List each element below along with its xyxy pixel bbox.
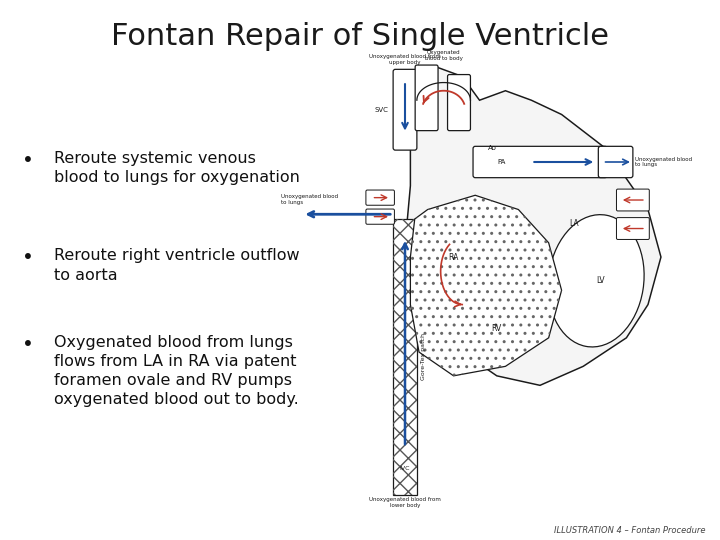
FancyBboxPatch shape: [366, 209, 395, 224]
Polygon shape: [406, 67, 661, 386]
Text: •: •: [22, 335, 33, 354]
Text: Unoxygenated blood from
upper body: Unoxygenated blood from upper body: [369, 54, 441, 65]
Bar: [393, 219, 417, 495]
FancyBboxPatch shape: [448, 75, 470, 131]
Text: Unoxygenated blood
to lungs: Unoxygenated blood to lungs: [635, 157, 692, 167]
Text: LA: LA: [570, 219, 580, 228]
Text: Unoxygenated blood
to lungs: Unoxygenated blood to lungs: [281, 194, 338, 205]
Text: RA: RA: [449, 253, 459, 261]
Text: Fontan Repair of Single Ventricle: Fontan Repair of Single Ventricle: [111, 22, 609, 51]
FancyBboxPatch shape: [393, 69, 417, 150]
Text: ILLUSTRATION 4 – Fontan Procedure: ILLUSTRATION 4 – Fontan Procedure: [554, 525, 706, 535]
FancyBboxPatch shape: [473, 146, 607, 178]
FancyBboxPatch shape: [616, 189, 649, 211]
FancyBboxPatch shape: [366, 190, 395, 205]
FancyBboxPatch shape: [616, 218, 649, 239]
Ellipse shape: [548, 215, 644, 347]
FancyBboxPatch shape: [598, 146, 633, 178]
Text: SVC: SVC: [375, 107, 389, 113]
Text: •: •: [22, 248, 33, 267]
Text: Reroute right ventricle outflow
to aorta: Reroute right ventricle outflow to aorta: [54, 248, 300, 282]
Text: IVC: IVC: [400, 466, 410, 471]
Text: Ao: Ao: [488, 145, 497, 151]
Text: PA: PA: [497, 159, 505, 165]
Text: Unoxygenated blood from
lower body: Unoxygenated blood from lower body: [369, 497, 441, 508]
Text: Gore-Tex patch: Gore-Tex patch: [421, 333, 426, 380]
Text: LV: LV: [596, 276, 605, 285]
Text: RV: RV: [492, 324, 502, 333]
FancyBboxPatch shape: [415, 65, 438, 131]
Text: Reroute systemic venous
blood to lungs for oxygenation: Reroute systemic venous blood to lungs f…: [54, 151, 300, 185]
Text: Oxygenated
blood to body: Oxygenated blood to body: [425, 50, 463, 61]
Polygon shape: [410, 195, 562, 376]
Text: Oxygenated blood from lungs
flows from LA in RA via patent
foramen ovale and RV : Oxygenated blood from lungs flows from L…: [54, 335, 299, 407]
Text: •: •: [22, 151, 33, 170]
Bar: [393, 219, 417, 495]
